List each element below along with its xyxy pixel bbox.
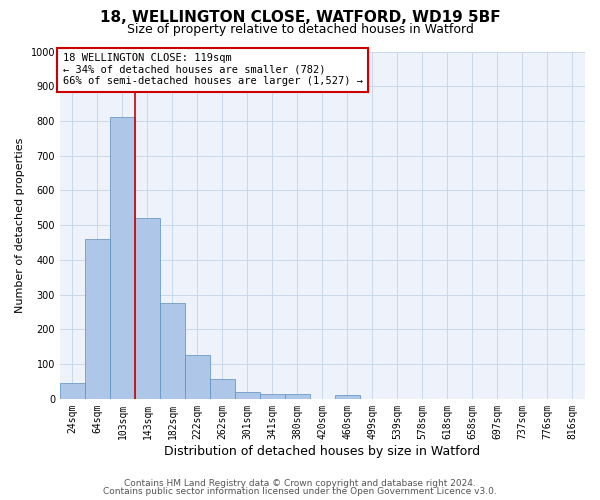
Bar xyxy=(110,118,135,399)
Bar xyxy=(160,304,185,399)
Bar xyxy=(185,356,210,399)
Bar xyxy=(85,239,110,399)
Y-axis label: Number of detached properties: Number of detached properties xyxy=(15,138,25,313)
Text: Contains HM Land Registry data © Crown copyright and database right 2024.: Contains HM Land Registry data © Crown c… xyxy=(124,478,476,488)
Bar xyxy=(210,378,235,399)
Bar xyxy=(60,383,85,399)
Text: Contains public sector information licensed under the Open Government Licence v3: Contains public sector information licen… xyxy=(103,487,497,496)
Bar xyxy=(235,392,260,399)
X-axis label: Distribution of detached houses by size in Watford: Distribution of detached houses by size … xyxy=(164,444,481,458)
Bar xyxy=(335,394,360,399)
Bar xyxy=(135,218,160,399)
Text: 18, WELLINGTON CLOSE, WATFORD, WD19 5BF: 18, WELLINGTON CLOSE, WATFORD, WD19 5BF xyxy=(100,10,500,25)
Bar xyxy=(260,394,285,399)
Bar xyxy=(285,394,310,399)
Text: Size of property relative to detached houses in Watford: Size of property relative to detached ho… xyxy=(127,22,473,36)
Text: 18 WELLINGTON CLOSE: 119sqm
← 34% of detached houses are smaller (782)
66% of se: 18 WELLINGTON CLOSE: 119sqm ← 34% of det… xyxy=(62,53,362,86)
